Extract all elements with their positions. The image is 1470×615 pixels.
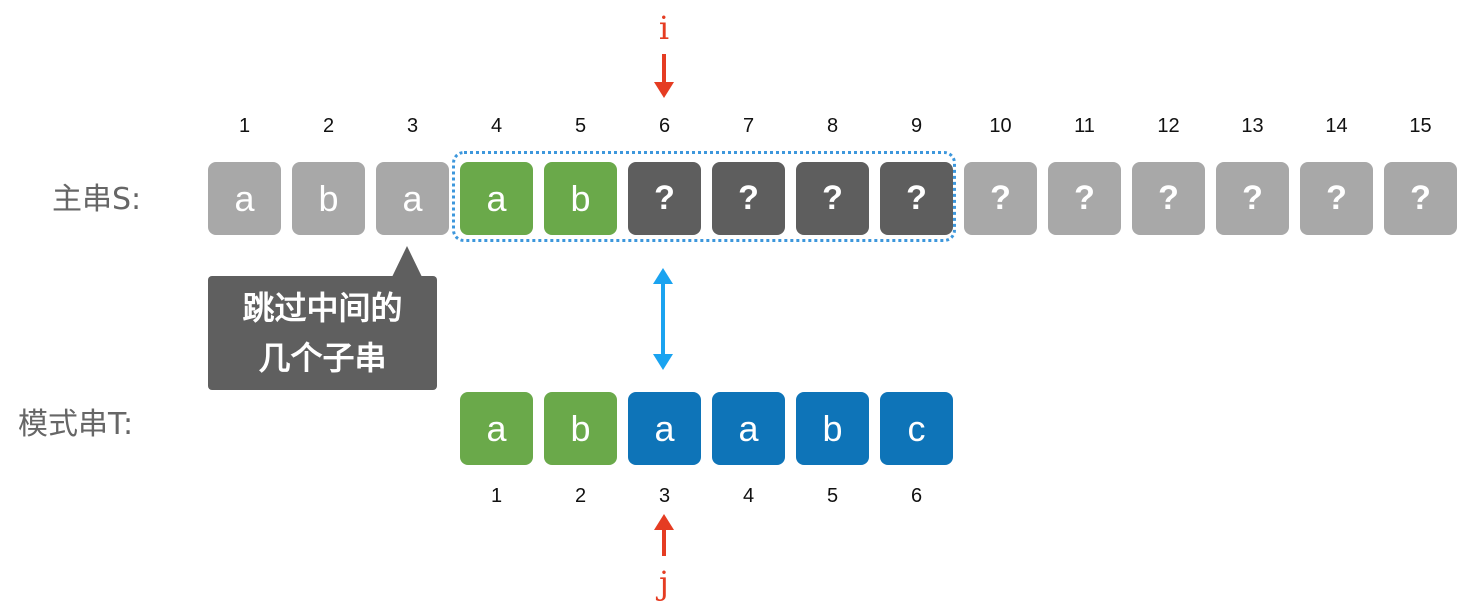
pointer-i-label: i [658,9,670,47]
pattern-cell: a [712,392,785,465]
pattern-index-label: 1 [490,485,503,507]
main-index-label: 4 [490,115,503,137]
pointer-j-label: j [659,564,669,602]
pattern-string-label: 模式串T: [18,407,134,442]
main-string-label: 主串S: [52,182,142,217]
pattern-cell: a [628,392,701,465]
main-index-label: 8 [826,115,839,137]
pattern-cell: b [796,392,869,465]
pattern-index-label: 5 [826,485,839,507]
main-index-label: 5 [574,115,587,137]
pattern-index-label: 4 [742,485,755,507]
main-index-label: 7 [742,115,755,137]
main-index-label: 12 [1157,115,1180,137]
main-index-label: 10 [989,115,1012,137]
main-cell: a [208,162,281,235]
pattern-index-label: 2 [574,485,587,507]
main-cell: ? [796,162,869,235]
main-index-label: 6 [658,115,671,137]
main-cell: b [292,162,365,235]
pattern-cell: b [544,392,617,465]
main-index-label: 14 [1325,115,1348,137]
pattern-cell: c [880,392,953,465]
callout-line-2: 几个子串 [258,339,387,377]
pattern-index-label: 3 [658,485,671,507]
main-cell: ? [1216,162,1289,235]
main-index-label: 3 [406,115,419,137]
main-cell: ? [628,162,701,235]
main-cell: ? [712,162,785,235]
main-cell: ? [880,162,953,235]
main-index-label: 15 [1409,115,1432,137]
pointer-j-arrow-icon [654,514,674,556]
main-index-label: 13 [1241,115,1264,137]
main-cell: ? [1300,162,1373,235]
pattern-cell: a [460,392,533,465]
main-cell: ? [1132,162,1205,235]
match-double-arrow-icon [653,268,673,370]
callout-line-1: 跳过中间的 [242,289,403,327]
pattern-index-label: 6 [910,485,923,507]
main-index-label: 11 [1074,115,1095,137]
main-cell: b [544,162,617,235]
main-cell: ? [964,162,1037,235]
main-index-label: 9 [910,115,923,137]
main-cell: a [376,162,449,235]
main-cell: ? [1384,162,1457,235]
main-index-label: 1 [238,115,251,137]
comparison-window [452,151,956,242]
pointer-i-arrow-icon [654,54,674,98]
main-index-label: 2 [322,115,335,137]
main-cell: ? [1048,162,1121,235]
skip-substrings-callout: 跳过中间的 几个子串 [208,276,437,390]
callout-pointer [392,246,422,277]
main-cell: a [460,162,533,235]
